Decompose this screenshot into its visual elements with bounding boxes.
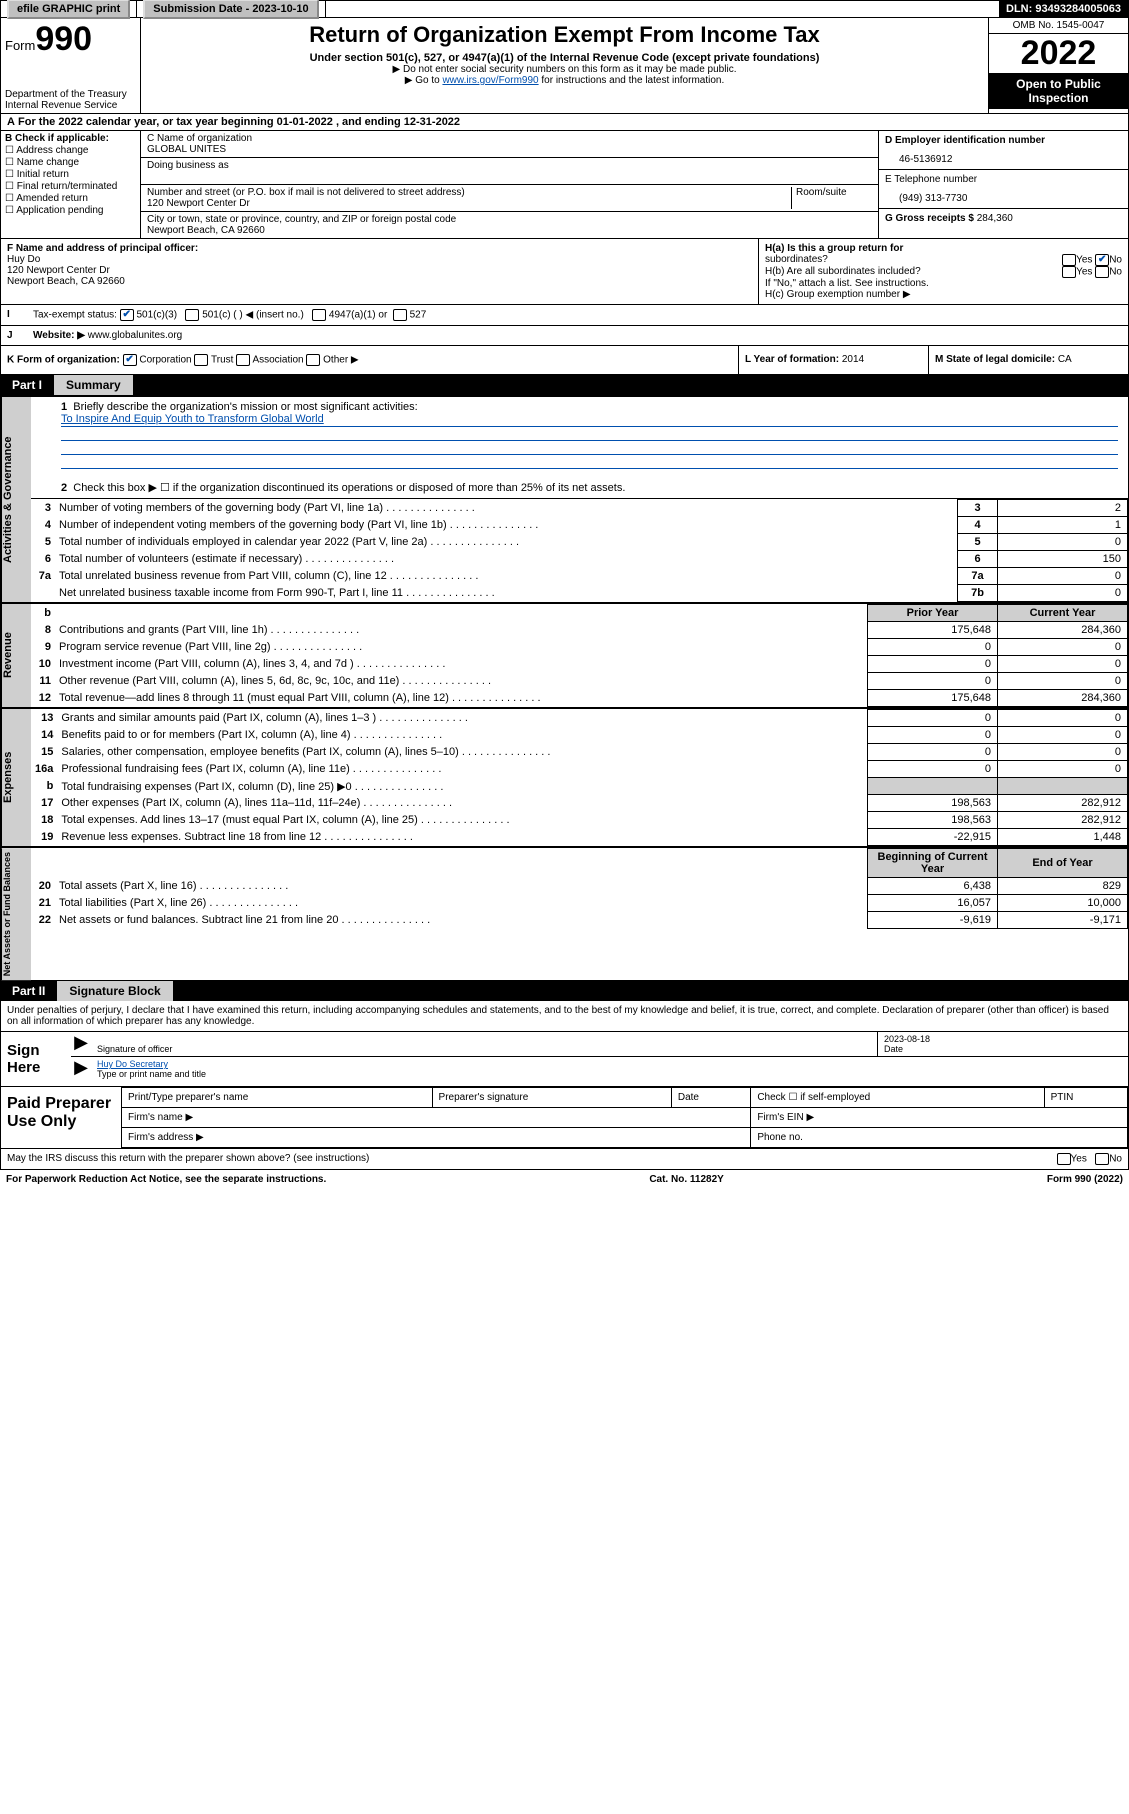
discuss-yes[interactable] <box>1057 1153 1071 1165</box>
q2-label: Check this box ▶ ☐ if the organization d… <box>73 482 625 494</box>
vtab-expenses: Expenses <box>1 709 31 846</box>
paid-preparer-block: Paid Preparer Use Only Print/Type prepar… <box>0 1087 1129 1149</box>
chk-amended[interactable]: ☐ Amended return <box>5 193 136 204</box>
chk-other[interactable] <box>306 354 320 366</box>
form-title: Return of Organization Exempt From Incom… <box>145 22 984 48</box>
box-b: B Check if applicable: ☐ Address change … <box>1 131 141 238</box>
prep-name-label: Print/Type preparer's name <box>122 1088 433 1108</box>
hb-no[interactable] <box>1095 266 1109 278</box>
firm-addr-label: Firm's address ▶ <box>122 1128 751 1148</box>
firm-ein-label: Firm's EIN ▶ <box>751 1108 1128 1128</box>
row-j: J Website: ▶ www.globalunites.org <box>0 326 1129 346</box>
chk-pending[interactable]: ☐ Application pending <box>5 205 136 216</box>
dba-label: Doing business as <box>147 160 872 171</box>
note-ssn: ▶ Do not enter social security numbers o… <box>145 64 984 75</box>
phone-label: E Telephone number <box>879 169 1128 189</box>
chk-assoc[interactable] <box>236 354 250 366</box>
ha-yes[interactable] <box>1062 254 1076 266</box>
row-a-period: A For the 2022 calendar year, or tax yea… <box>0 114 1129 131</box>
org-name-label: C Name of organization <box>147 133 872 144</box>
vtab-revenue: Revenue <box>1 604 31 707</box>
irs-label: Internal Revenue Service <box>5 100 136 111</box>
declaration: Under penalties of perjury, I declare th… <box>0 1001 1129 1032</box>
top-bar: efile GRAPHIC print Submission Date - 20… <box>0 0 1129 18</box>
open-public: Open to Public Inspection <box>989 73 1128 109</box>
vtab-governance: Activities & Governance <box>1 397 31 602</box>
box-h: H(a) Is this a group return for subordin… <box>758 239 1128 304</box>
box-c: C Name of organization GLOBAL UNITES Doi… <box>141 131 878 238</box>
chk-501c[interactable] <box>185 309 199 321</box>
sig-name-value: Huy Do Secretary <box>97 1059 1122 1069</box>
prep-date-label: Date <box>671 1088 750 1108</box>
part1-header: Part I Summary <box>0 375 1129 395</box>
discuss-no[interactable] <box>1095 1153 1109 1165</box>
part2-header: Part II Signature Block <box>0 981 1129 1001</box>
prep-sig-label: Preparer's signature <box>432 1088 671 1108</box>
chk-527[interactable] <box>393 309 407 321</box>
chk-name-change[interactable]: ☐ Name change <box>5 157 136 168</box>
discuss-row: May the IRS discuss this return with the… <box>0 1149 1129 1170</box>
chk-4947[interactable] <box>312 309 326 321</box>
prep-check-label: Check ☐ if self-employed <box>751 1088 1044 1108</box>
gross-receipts: G Gross receipts $ 284,360 <box>879 208 1128 228</box>
officer-name: Huy Do <box>7 254 40 265</box>
submission-date-button[interactable]: Submission Date - 2023-10-10 <box>143 0 318 19</box>
chk-corp[interactable]: ✔ <box>123 354 137 366</box>
vtab-netassets: Net Assets or Fund Balances <box>1 848 31 980</box>
website-value: www.globalunites.org <box>88 330 183 341</box>
part1-body: Activities & Governance 1 Briefly descri… <box>0 395 1129 981</box>
city-label: City or town, state or province, country… <box>147 214 872 225</box>
omb-number: OMB No. 1545-0047 <box>989 18 1128 34</box>
footer: For Paperwork Reduction Act Notice, see … <box>0 1170 1129 1189</box>
firm-phone-label: Phone no. <box>751 1128 1128 1148</box>
efile-button[interactable]: efile GRAPHIC print <box>7 0 130 19</box>
net-table: Beginning of Current YearEnd of Year 20T… <box>31 848 1128 929</box>
box-d: D Employer identification number 46-5136… <box>878 131 1128 238</box>
section-bcd: B Check if applicable: ☐ Address change … <box>0 131 1129 239</box>
ein-value: 46-5136912 <box>879 150 1128 169</box>
exp-table: 13Grants and similar amounts paid (Part … <box>31 709 1128 846</box>
form-subtitle: Under section 501(c), 527, or 4947(a)(1)… <box>145 52 984 64</box>
addr-label: Number and street (or P.O. box if mail i… <box>147 187 791 198</box>
row-i: I Tax-exempt status: ✔ 501(c)(3) 501(c) … <box>0 305 1129 326</box>
chk-initial-return[interactable]: ☐ Initial return <box>5 169 136 180</box>
dept-label: Department of the Treasury <box>5 89 136 100</box>
mission-text: To Inspire And Equip Youth to Transform … <box>61 413 324 425</box>
sig-officer-label: Signature of officer <box>97 1044 871 1054</box>
sig-date-value: 2023-08-18 <box>884 1034 1122 1044</box>
sign-here-block: Sign Here ▶ Signature of officer 2023-08… <box>0 1032 1129 1087</box>
irs-link[interactable]: www.irs.gov/Form990 <box>442 75 538 86</box>
chk-address-change[interactable]: ☐ Address change <box>5 145 136 156</box>
q1-label: Briefly describe the organization's miss… <box>73 401 417 413</box>
firm-name-label: Firm's name ▶ <box>122 1108 751 1128</box>
dln-label: DLN: 93493284005063 <box>1000 1 1128 17</box>
chk-trust[interactable] <box>194 354 208 366</box>
chk-501c3[interactable]: ✔ <box>120 309 134 321</box>
form-header: Form990 Department of the Treasury Inter… <box>0 18 1129 114</box>
hc-label: H(c) Group exemption number ▶ <box>765 289 1122 300</box>
note-link: ▶ Go to www.irs.gov/Form990 for instruct… <box>145 75 984 86</box>
ha-no[interactable]: ✔ <box>1095 254 1109 266</box>
arrow-icon: ▶ <box>71 1057 91 1081</box>
row-klm: K Form of organization: ✔ Corporation Tr… <box>0 346 1129 375</box>
tax-year: 2022 <box>989 34 1128 73</box>
hb-yes[interactable] <box>1062 266 1076 278</box>
ein-label: D Employer identification number <box>879 131 1128 150</box>
room-label: Room/suite <box>792 187 872 209</box>
arrow-icon: ▶ <box>71 1032 91 1056</box>
addr-value: 120 Newport Center Dr <box>147 198 791 209</box>
gov-table: 3Number of voting members of the governi… <box>31 499 1128 602</box>
prep-ptin-label: PTIN <box>1044 1088 1127 1108</box>
form-number: Form990 <box>5 20 136 59</box>
city-value: Newport Beach, CA 92660 <box>147 225 872 236</box>
box-f: F Name and address of principal officer:… <box>1 239 758 304</box>
rev-table: bPrior YearCurrent Year 8Contributions a… <box>31 604 1128 707</box>
chk-final-return[interactable]: ☐ Final return/terminated <box>5 181 136 192</box>
phone-value: (949) 313-7730 <box>879 189 1128 208</box>
org-name: GLOBAL UNITES <box>147 144 872 155</box>
section-fh: F Name and address of principal officer:… <box>0 239 1129 305</box>
